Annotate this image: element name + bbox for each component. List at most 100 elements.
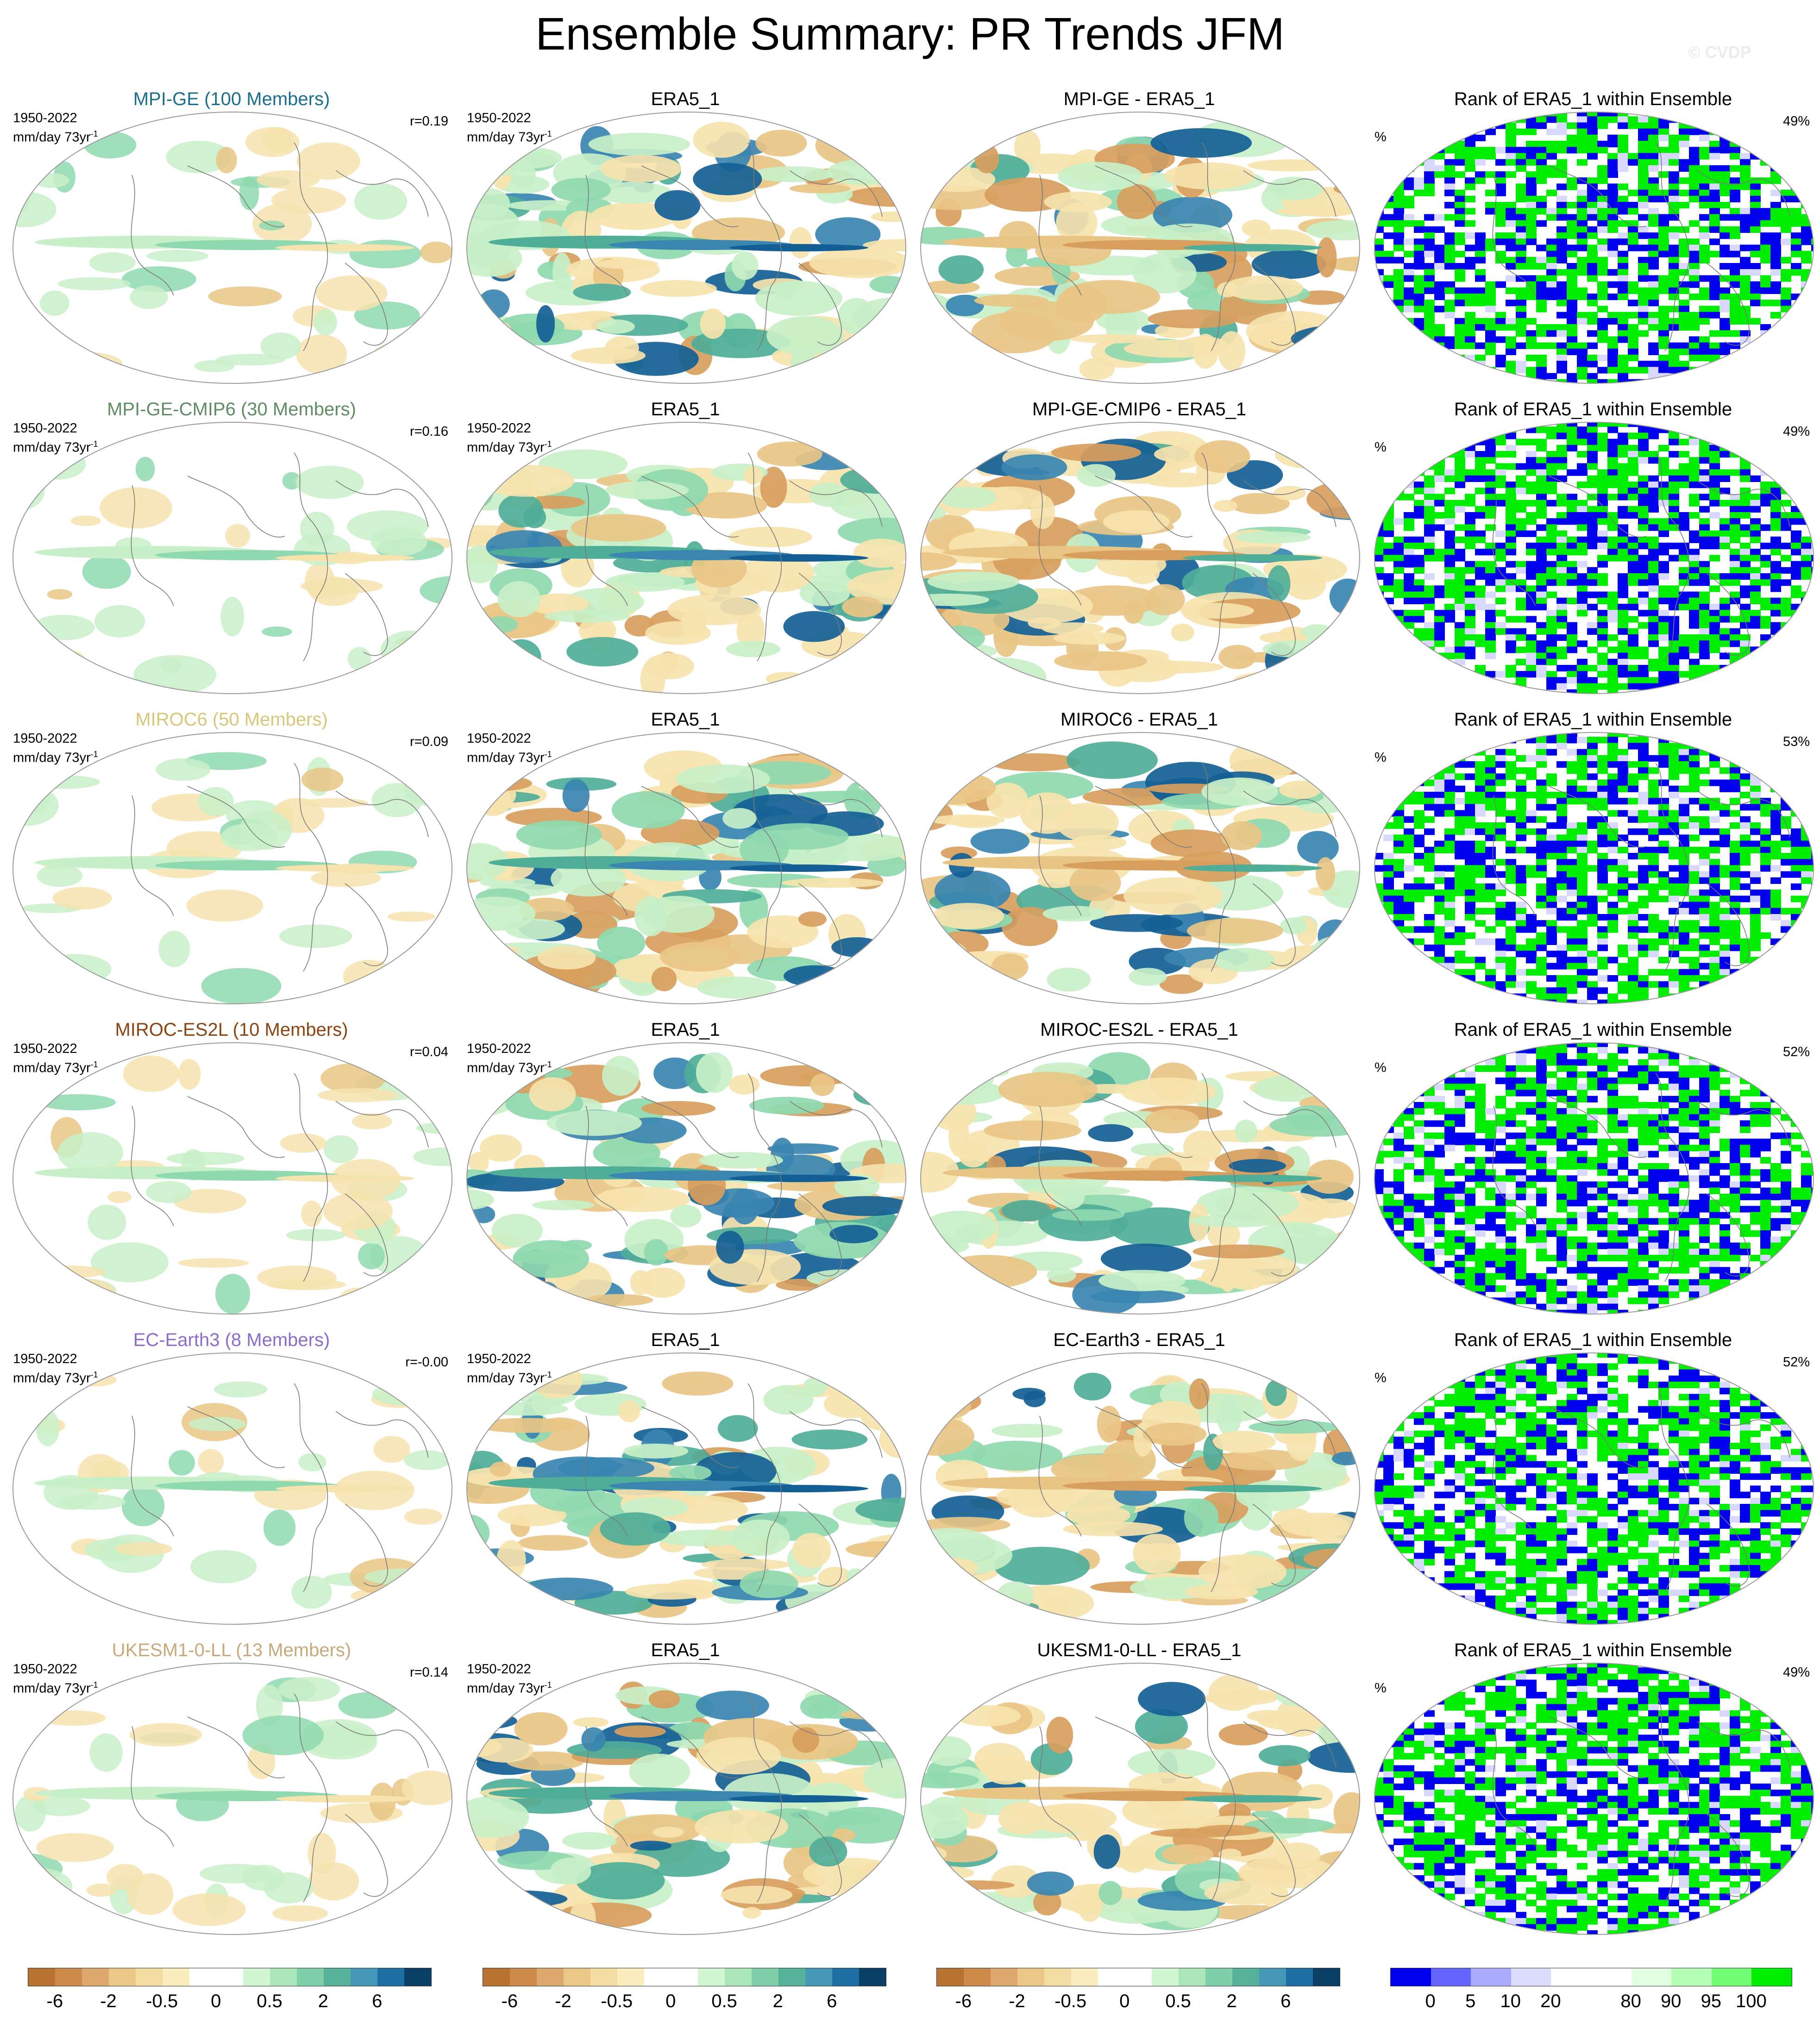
diff-panel-title: MPI-GE-CMIP6 - ERA5_1 [1032,399,1247,419]
percent-symbol: % [1374,1060,1387,1075]
units-text: mm/day 73yr [13,440,91,455]
units-text: mm/day 73yr [13,1681,91,1696]
colorbar-tick-label: -0.5 [146,1991,178,2011]
obs-panel-title: ERA5_1 [651,709,720,730]
rank-panel-title: Rank of ERA5_1 within Ensemble [1454,1330,1732,1350]
units-text: mm/day 73yr [13,1060,91,1076]
units-label: mm/day 73yr-1 [13,1057,98,1076]
rank-panel-title: Rank of ERA5_1 within Ensemble [1454,1640,1732,1660]
units-label: mm/day 73yr-1 [13,1367,98,1386]
colorbar-swatch [189,1968,216,1986]
colorbar-tick-label: 6 [372,1991,383,2011]
diff-panel-title: EC-Earth3 - ERA5_1 [1053,1330,1225,1350]
units-label: mm/day 73yr-1 [13,436,98,456]
period-label: 1950-2022 [13,1662,77,1677]
obs-panel-title: ERA5_1 [651,89,720,109]
pattern-correlation: r=0.09 [409,734,448,749]
units-text: mm/day 73yr [467,750,545,765]
colorbar-swatch [671,1968,698,1986]
colorbar-swatch [698,1968,725,1986]
trend-map [13,1663,452,1935]
colorbar-tick-label: -6 [46,1991,63,2011]
percent-symbol: % [1374,1371,1387,1385]
colorbar-swatch [324,1968,351,1986]
colorbar-tick-label: 0.5 [257,1991,282,2011]
period-label: 1950-2022 [467,1041,531,1056]
panel-rank-row2: Rank of ERA5_1 within Ensemble% 49% [1366,398,1820,708]
colorbar-tick-label: 0 [1425,1991,1436,2011]
panel-rank-row5: Rank of ERA5_1 within Ensemble% 52% [1366,1329,1820,1639]
trend-map [920,1042,1360,1315]
units-exponent: -1 [90,129,98,138]
figure-title: Ensemble Summary: PR Trends JFM [535,8,1285,59]
units-text: mm/day 73yr [467,1371,545,1386]
units-exponent: -1 [544,1060,552,1069]
diff-panel-title: UKESM1-0-LL - ERA5_1 [1037,1640,1242,1660]
period-label: 1950-2022 [13,421,77,436]
cvdp-watermark: © CVDP [1688,43,1751,62]
colorbar-swatch [590,1968,617,1986]
panel-rank-row6: Rank of ERA5_1 within Ensemble% 49% [1366,1639,1820,1949]
units-exponent: -1 [544,1370,552,1379]
colorbar-swatch [1071,1968,1098,1986]
colorbar-swatch [1511,1968,1551,1986]
units-label: mm/day 73yr-1 [467,126,552,145]
panel-diff-row4: MIROC-ES2L - ERA5_1 [912,1019,1366,1329]
colorbar-tick-label: -0.5 [601,1991,633,2011]
obs-panel-title: ERA5_1 [651,1020,720,1040]
rank-panel-title: Rank of ERA5_1 within Ensemble [1454,1020,1732,1040]
colorbar-tick-label: 2 [318,1991,328,2011]
trend-map [466,1352,906,1625]
panel-obs-row1: ERA5_1 1950-2022 mm/day 73yr-1 [458,88,912,398]
model-panel-title: MPI-GE (100 Members) [133,89,330,109]
units-label: mm/day 73yr-1 [13,1677,98,1696]
panel-model-row3: MIROC6 (50 Members) 1950-2022 mm/day 73yr-… [5,708,458,1019]
units-text: mm/day 73yr [467,440,545,455]
colorbar-tick-label: 5 [1465,1991,1476,2011]
diff-panel-title: MIROC6 - ERA5_1 [1060,709,1218,730]
units-label: mm/day 73yr-1 [467,1367,552,1386]
colorbar-tick-label: 0 [1119,1991,1130,2011]
percent-symbol: % [1374,750,1387,765]
colorbar-swatch [752,1968,778,1986]
rank-percentage: 53% [1782,734,1810,749]
trend-map [13,112,452,384]
percent-symbol: % [1374,130,1387,144]
colorbar-swatch [617,1968,644,1986]
colorbar-swatch [644,1968,671,1986]
rank-map [1374,1042,1814,1315]
trend-colorbar-labels-obs: -6 -2 -0.5 0 0.5 2 6 [483,1991,885,2014]
colorbar-tick-label: 90 [1660,1991,1682,2011]
obs-panel-title: ERA5_1 [651,1640,720,1660]
colorbar-swatch [404,1968,431,1986]
panel-diff-row6: UKESM1-0-LL - ERA5_1 [912,1639,1366,1949]
colorbar-swatch [1098,1968,1125,1986]
colorbar-swatch [805,1968,832,1986]
diff-panel-title: MPI-GE - ERA5_1 [1063,89,1215,109]
colorbar-swatch [28,1968,55,1986]
panel-diff-row1: MPI-GE - ERA5_1 [912,88,1366,398]
colorbar-tick-label: -2 [100,1991,117,2011]
trend-map [466,112,906,384]
colorbar-swatch [1125,1968,1152,1986]
percent-symbol: % [1374,440,1387,455]
rank-map [1374,1352,1814,1625]
colorbar-tick-label: 80 [1620,1991,1641,2011]
diff-panel-title: MIROC-ES2L - ERA5_1 [1040,1020,1238,1040]
colorbar-tick-label: -2 [555,1991,571,2011]
rank-percentage: 49% [1782,1665,1810,1680]
colorbar-tick-label: -6 [955,1991,972,2011]
rank-percentage: 52% [1782,1355,1810,1370]
colorbar-swatch [964,1968,991,1986]
trend-map [13,422,452,694]
rank-panel-title: Rank of ERA5_1 within Ensemble [1454,399,1732,419]
period-label: 1950-2022 [13,1041,77,1056]
rank-map [1374,732,1814,1004]
rank-percentage: 49% [1782,424,1810,439]
model-panel-title: MIROC6 (50 Members) [135,709,328,730]
colorbar-tick-label: 6 [827,1991,837,2011]
colorbar-swatch [1179,1968,1205,1986]
colorbar-swatch [216,1968,243,1986]
trend-map [920,1352,1360,1625]
colorbar-swatch [1044,1968,1071,1986]
